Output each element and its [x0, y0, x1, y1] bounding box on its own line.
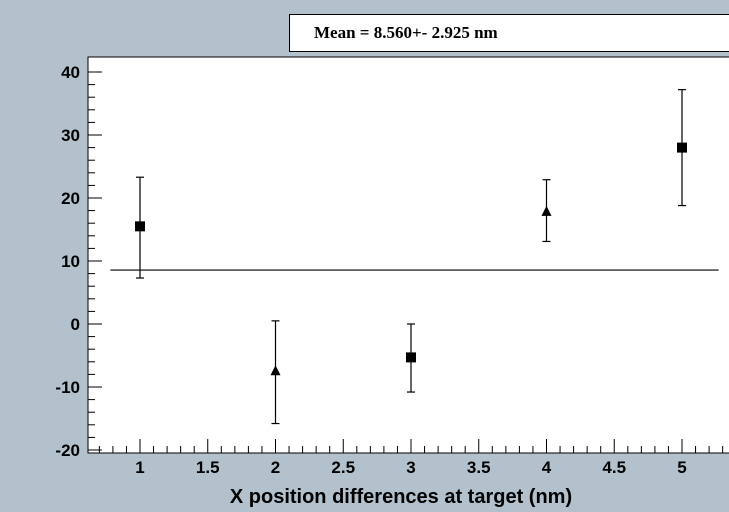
x-tick-label: 4.5: [602, 458, 626, 477]
data-marks: [110, 89, 719, 425]
y-tick-label: 0: [71, 315, 80, 334]
y-tick-label: 30: [61, 126, 80, 145]
data-point: [135, 176, 145, 279]
y-tick-label: 20: [61, 189, 80, 208]
square-marker: [677, 142, 687, 153]
x-axis: 1 1.5 2 2.5 3 3.5 4 4.5 5: [98, 439, 724, 477]
x-tick-label: 4: [542, 458, 552, 477]
data-point: [677, 89, 687, 207]
stats-text: Mean = 8.560+- 2.925 nm: [314, 23, 498, 42]
x-tick-label: 2: [271, 458, 280, 477]
data-point: [541, 179, 552, 243]
y-tick-label: 10: [61, 252, 80, 271]
square-marker: [406, 352, 416, 363]
stats-box: Mean = 8.560+- 2.925 nm: [289, 14, 729, 52]
x-tick-label: 5: [677, 458, 686, 477]
y-tick-label: 40: [61, 63, 80, 82]
x-tick-label: 2.5: [331, 458, 355, 477]
x-tick-label: 3.5: [467, 458, 491, 477]
triangle-marker: [270, 365, 281, 376]
y-tick-label: -10: [55, 378, 80, 397]
x-tick-label: 3: [406, 458, 415, 477]
data-point: [270, 320, 281, 425]
triangle-marker: [541, 205, 552, 216]
plot-area: [87, 56, 729, 454]
y-axis: -20 -10 0 10 20 30 40: [55, 63, 102, 460]
x-tick-label: 1.5: [196, 458, 220, 477]
x-tick-label: 1: [135, 458, 144, 477]
y-tick-label: -20: [55, 441, 80, 460]
x-axis-title: X position differences at target (nm): [230, 486, 572, 508]
square-marker: [135, 221, 145, 232]
data-point: [406, 323, 416, 393]
